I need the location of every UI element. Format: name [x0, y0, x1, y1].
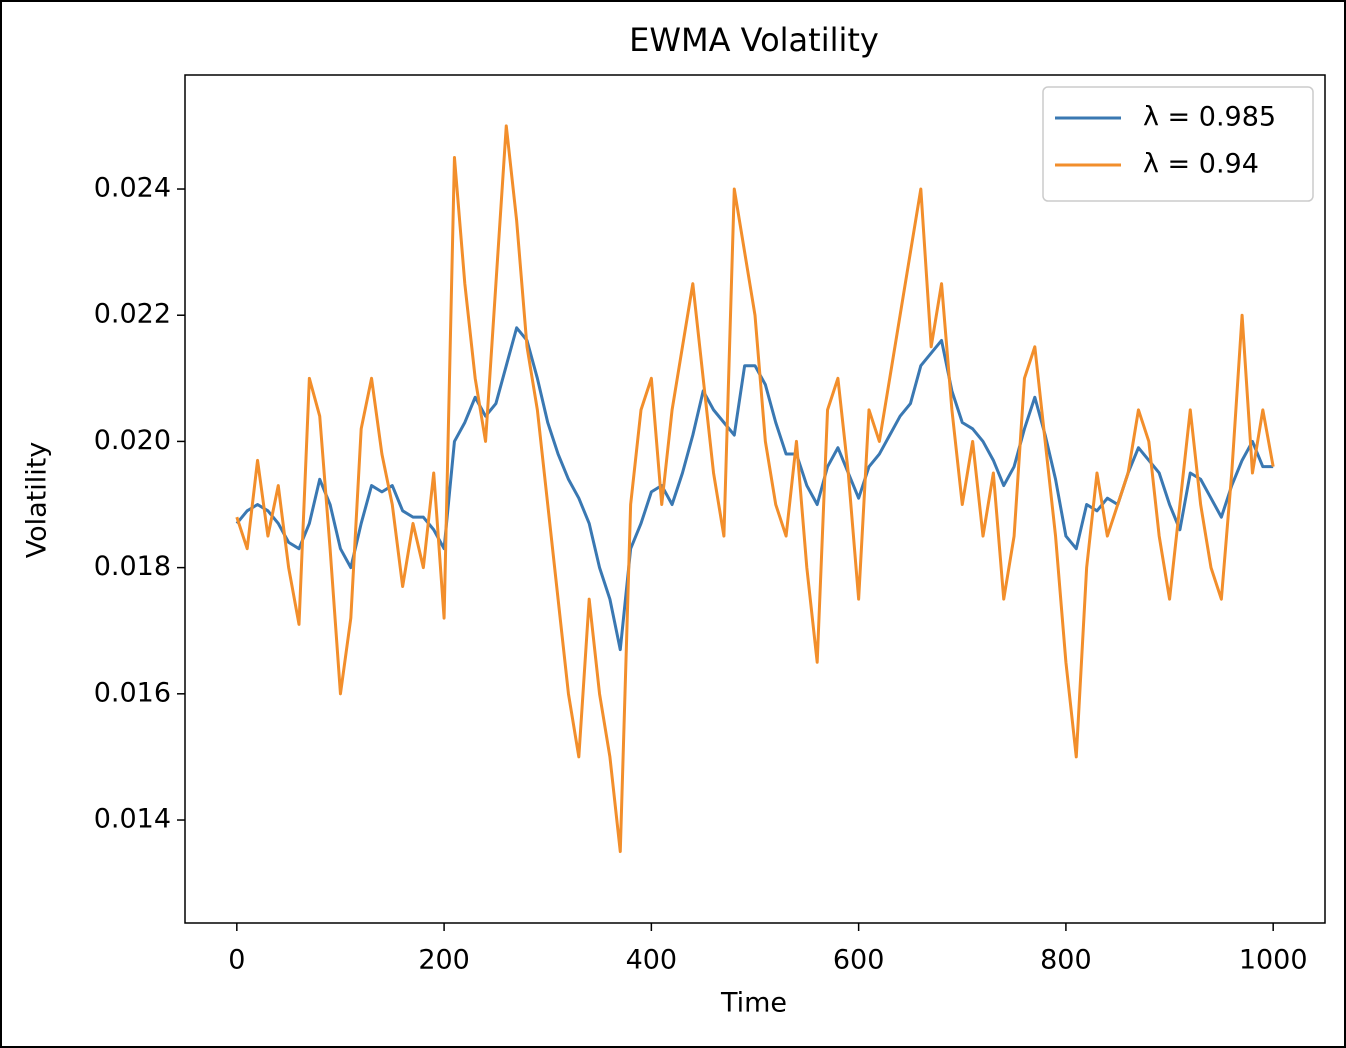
y-tick-label: 0.016 [94, 677, 171, 708]
x-tick-label: 400 [626, 945, 678, 976]
y-tick-label: 0.018 [94, 551, 171, 582]
y-tick-label: 0.014 [94, 804, 171, 835]
y-tick-label: 0.020 [94, 425, 171, 456]
line-series [235, 124, 1275, 854]
y-axis-label: Volatility [22, 442, 53, 559]
x-tick-label: 600 [833, 945, 885, 976]
plot-frame [184, 74, 1326, 924]
y-tick-label: 0.022 [94, 299, 171, 330]
y-tick-label: 0.024 [94, 173, 171, 204]
legend-label: λ = 0.94 [1143, 149, 1259, 180]
legend-box [1042, 86, 1314, 202]
legend: λ = 0.985 λ = 0.94 [1042, 86, 1314, 202]
x-tick-label: 200 [418, 945, 470, 976]
x-tick-label: 0 [228, 945, 245, 976]
x-tick-label: 1000 [1239, 945, 1308, 976]
x-tick-label: 800 [1040, 945, 1092, 976]
line-series [235, 326, 1274, 652]
legend-label: λ = 0.985 [1143, 102, 1276, 133]
chart-title: EWMA Volatility [629, 21, 879, 59]
x-axis-label: Time [720, 988, 787, 1019]
